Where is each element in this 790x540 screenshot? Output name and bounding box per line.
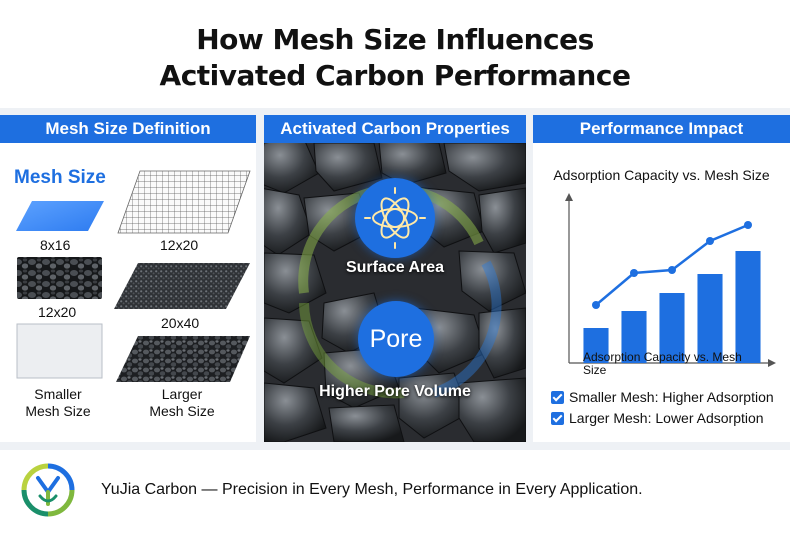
checkbox-checked-icon [551, 411, 564, 425]
chart-x-label: Adsorption Capacity vs. Mesh Size [583, 350, 742, 377]
chart-point [630, 269, 638, 277]
page-title-line2: Activated Carbon Performance [159, 59, 631, 92]
chart-title: Adsorption Capacity vs. Mesh Size [553, 167, 770, 183]
performance-impact-header: Performance Impact [533, 115, 790, 143]
activated-carbon-background [264, 143, 526, 442]
check-smaller-mesh: Smaller Mesh: Higher Adsorption [551, 389, 774, 405]
chart-bar [735, 251, 761, 363]
footer-tagline: YuJia Carbon — Precision in Every Mesh, … [101, 481, 643, 498]
checkbox-checked-icon [551, 390, 564, 404]
performance-impact-panel: Performance Impact Adsorption Capacity v… [533, 115, 790, 442]
granules-12x20-swatch [17, 257, 102, 299]
larger-mesh-swatch [116, 336, 250, 382]
pore-badge: Pore [358, 301, 434, 377]
label-12x20-grid: 12x20 [160, 237, 199, 253]
chart-bar [697, 274, 723, 363]
check-larger-mesh-text: Larger Mesh: Lower Adsorption [569, 410, 764, 426]
check-larger-mesh: Larger Mesh: Lower Adsorption [551, 410, 764, 426]
adsorption-chart [565, 193, 776, 367]
pore-volume-label: Higher Pore Volume [319, 383, 471, 400]
mesh-definition-header: Mesh Size Definition [0, 115, 256, 143]
chart-bar [583, 328, 609, 363]
chart-point [668, 266, 676, 274]
label-20x40: 20x40 [161, 315, 200, 331]
yujia-carbon-logo [21, 463, 75, 517]
carbon-properties-header: Activated Carbon Properties [264, 115, 526, 143]
mesh-8x16-swatch [16, 201, 104, 231]
pore-badge-text: Pore [369, 325, 423, 353]
mesh-definition-panel: Mesh Size Definition Mesh Size [0, 115, 256, 442]
label-12x20-granules: 12x20 [38, 304, 77, 320]
carbon-properties-panel: Activated Carbon Properties [264, 115, 526, 442]
atom-sun-icon [364, 187, 426, 249]
chart-bar [621, 311, 647, 363]
x-axis-arrow-icon [768, 359, 776, 367]
page-title: How Mesh Size Influences Activated Carbo… [0, 22, 790, 94]
label-8x16: 8x16 [40, 237, 71, 253]
granules-20x40-swatch [114, 263, 250, 309]
chart-point [744, 221, 752, 229]
label-smaller-mesh: Smaller Mesh Size [25, 386, 91, 419]
mesh-size-title: Mesh Size [14, 167, 106, 188]
check-smaller-mesh-text: Smaller Mesh: Higher Adsorption [569, 389, 774, 405]
chart-point [592, 301, 600, 309]
chart-bar [659, 293, 685, 363]
label-larger-mesh: Larger Mesh Size [149, 386, 215, 419]
mesh-samples-graphic [16, 170, 251, 382]
surface-area-label: Surface Area [345, 259, 445, 276]
chart-point [706, 237, 714, 245]
mesh-grid-swatch [117, 170, 251, 234]
page-title-line1: How Mesh Size Influences [196, 23, 594, 56]
smaller-mesh-swatch [16, 323, 103, 379]
surface-area-badge [355, 178, 435, 258]
y-axis-arrow-icon [565, 193, 573, 201]
